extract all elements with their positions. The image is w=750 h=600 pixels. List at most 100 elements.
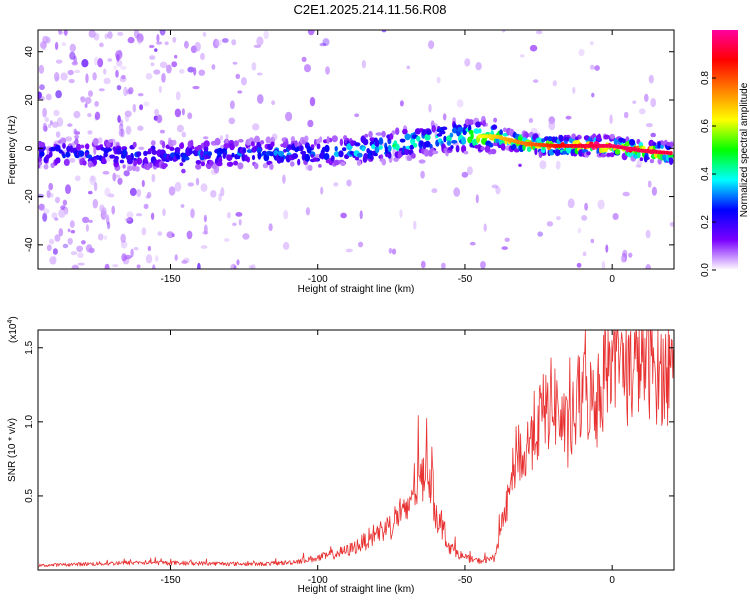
spectrogram-ridge-cell xyxy=(138,157,142,165)
spectrogram-noise-cell xyxy=(97,233,104,241)
spectrogram-noise-cell xyxy=(172,36,177,43)
spectrogram-noise-cell xyxy=(358,241,364,248)
spectrogram-ridge-cell xyxy=(326,136,330,145)
spectrogram-noise-cell xyxy=(104,263,110,269)
spectrogram-noise-cell xyxy=(233,265,237,269)
spectrogram-noise-cell xyxy=(218,193,222,202)
spectrogram-ridge-cell xyxy=(467,119,474,126)
spectrogram-ridge-core xyxy=(548,143,553,148)
spectrogram-ridge-core xyxy=(551,143,557,148)
spectrogram-ridge-cell xyxy=(226,154,233,161)
spectrogram-noise-cell xyxy=(118,123,124,131)
spectrogram-ridge-cell xyxy=(468,129,474,135)
spectrogram-ridge-cell xyxy=(318,164,322,168)
x-tick-label: -50 xyxy=(458,575,473,586)
spectrogram-noise-cell xyxy=(256,72,263,76)
spectrogram-noise-cell xyxy=(605,244,609,253)
spectrogram-ridge-cell xyxy=(200,150,204,158)
spectrogram-noise-cell xyxy=(638,108,646,115)
spectrogram-noise-cell xyxy=(147,245,152,252)
spectrogram-ridge-cell xyxy=(563,136,571,142)
spectrogram-noise-cell xyxy=(175,91,181,101)
spectrogram-ridge-cell xyxy=(402,128,408,135)
spectrogram-noise-cell xyxy=(60,205,66,210)
spectrogram-noise-cell xyxy=(320,186,324,195)
spectrogram-ridge-cell xyxy=(250,141,255,147)
spectrogram-noise-cell xyxy=(124,114,130,123)
spectrogram-noise-cell xyxy=(475,194,479,204)
spectrogram-ridge-cell xyxy=(499,139,506,145)
spectrogram-noise-cell xyxy=(107,193,115,198)
spectrogram-ridge-cell xyxy=(179,162,184,166)
spectrogram-ridge-cell xyxy=(346,140,350,145)
spectrogram-noise-cell xyxy=(632,100,637,104)
spectrogram-noise-cell xyxy=(518,163,522,167)
spectrogram-noise-cell xyxy=(137,93,144,97)
spectrogram-ridge-cell xyxy=(238,139,244,143)
spectrogram-ridge-cell xyxy=(135,166,140,172)
spectrogram-noise-cell xyxy=(650,132,656,138)
spectrogram-ridge-cell xyxy=(482,120,486,127)
spectrogram-noise-cell xyxy=(125,125,132,135)
spectrogram-noise-cell xyxy=(226,212,231,219)
spectrogram-noise-cell xyxy=(116,85,122,91)
spectrogram-noise-cell xyxy=(54,196,61,204)
spectrogram-noise-cell xyxy=(153,69,161,75)
spectrogram-ridge-cell xyxy=(291,153,299,159)
spectrogram-ridge-cell xyxy=(378,137,384,145)
spectrogram-noise-cell xyxy=(88,190,93,195)
spectrogram-noise-cell xyxy=(556,216,561,221)
spectrogram-ridge-cell xyxy=(491,124,498,130)
spectrogram-noise-cell xyxy=(107,31,113,39)
spectrogram-noise-cell xyxy=(166,64,172,74)
spectrogram-ridge-core xyxy=(516,140,521,145)
spectrogram-y-ticks: -40 -20 0 20 40 xyxy=(24,46,674,252)
spectrogram-ridge-cell xyxy=(242,147,247,154)
spectrogram-noise-cell xyxy=(154,255,159,262)
spectrogram-noise-cell xyxy=(491,184,499,189)
spectrogram-noise-cell xyxy=(88,90,93,97)
spectrogram-noise-cell xyxy=(55,59,63,64)
spectrogram-noise-cell xyxy=(187,66,195,73)
spectrogram-ridge-cell xyxy=(233,140,239,147)
spectrogram-noise-cell xyxy=(194,41,201,52)
spectrogram-ridge-cell xyxy=(381,158,387,166)
spectrogram-noise-cell xyxy=(113,65,117,70)
spectrogram-ridge-cell xyxy=(310,154,314,158)
spectrogram-ridge-core xyxy=(520,141,525,145)
spectrogram-ridge-cell xyxy=(262,163,269,169)
spectrogram-noise-cell xyxy=(399,209,403,219)
spectrogram-ridge-cell xyxy=(609,133,615,140)
spectrogram-noise-cell xyxy=(115,69,119,78)
spectrogram-ridge-cell xyxy=(391,130,396,136)
spectrogram-noise-cell xyxy=(305,207,311,216)
spectrogram-noise-cell xyxy=(103,68,107,75)
spectrogram-noise-cell xyxy=(271,100,276,106)
spectrogram-ridge-cell xyxy=(323,153,330,161)
colorbar-tick-label: 0.8 xyxy=(700,71,711,85)
spectrogram-noise-cell xyxy=(157,231,163,237)
spectrogram-noise-cell xyxy=(361,59,366,69)
spectrogram-noise-cell xyxy=(133,30,140,39)
spectrogram-ridge-cell xyxy=(424,140,431,148)
spectrogram-ridge-core xyxy=(622,145,627,150)
spectrogram-ridge-cell xyxy=(290,161,295,167)
spectrogram-ridge-cell xyxy=(231,152,235,158)
spectrogram-ridge-cell xyxy=(426,129,432,135)
spectrogram-noise-cell xyxy=(69,51,76,60)
spectrogram-noise-cell xyxy=(413,220,417,230)
spectrogram-noise-cell xyxy=(225,134,229,139)
spectrogram-noise-cell xyxy=(54,234,61,242)
spectrogram-ridge-cell xyxy=(395,143,400,151)
spectrogram-ridge-cell xyxy=(151,150,158,155)
spectrogram-noise-cell xyxy=(504,237,510,242)
spectrogram-ridge-cell xyxy=(330,155,335,162)
spectrogram-cells xyxy=(38,30,674,269)
spectrogram-ridge-cell xyxy=(50,146,56,152)
spectrogram-ridge-cell xyxy=(613,137,618,146)
spectrogram-noise-cell xyxy=(141,227,147,236)
spectrogram-noise-cell xyxy=(181,108,185,116)
spectrogram-noise-cell xyxy=(88,219,93,223)
spectrogram-ridge-cell xyxy=(108,139,114,143)
spectrogram-noise-cell xyxy=(263,30,269,40)
